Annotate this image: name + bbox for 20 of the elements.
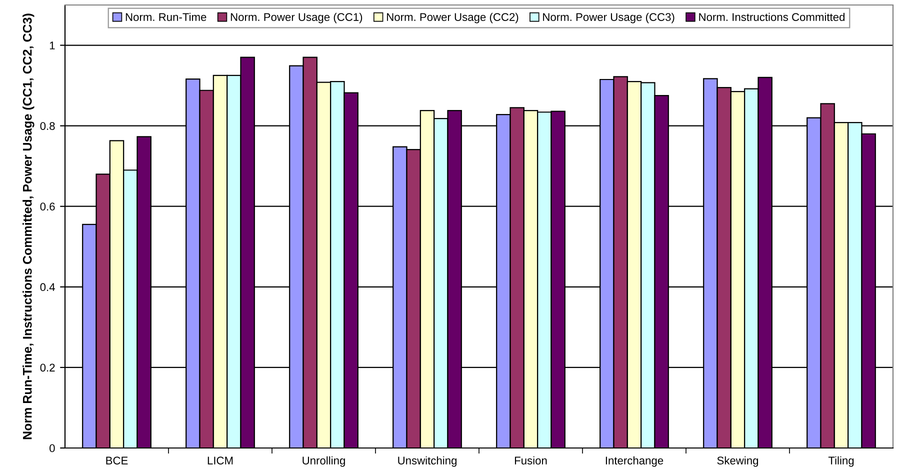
x-tick-label: Interchange <box>606 456 664 467</box>
y-tick-label: 1 <box>50 42 55 50</box>
legend-label: Norm. Instructions Committed <box>699 12 844 21</box>
x-tick-label: Tiling <box>828 456 854 467</box>
legend-label: Norm. Run-Time <box>126 12 206 21</box>
x-tick-label: Unrolling <box>302 456 345 467</box>
y-tick-label: 0.4 <box>40 283 55 292</box>
y-tick-label: 0.2 <box>40 364 55 372</box>
y-tick-label: 0 <box>50 444 55 452</box>
x-tick-label: BCE <box>106 456 128 464</box>
x-tick-label: Fusion <box>514 456 547 464</box>
y-tick-label: 0.8 <box>40 122 55 130</box>
y-axis-title: Norm Run-Time, Instructions Committed, Power Usage (CC1, CC2, CC3) <box>22 14 34 440</box>
legend-label: Norm. Power Usage (CC2) <box>387 12 518 24</box>
y-tick-label: 0.6 <box>40 202 55 210</box>
x-tick-label: Skewing <box>717 456 758 467</box>
x-tick-label: LICM <box>208 456 233 464</box>
legend-label: Norm. Power Usage (CC1) <box>230 12 362 24</box>
legend-label: Norm. Power Usage (CC3) <box>543 12 674 24</box>
x-tick-label: Unswitching <box>398 456 456 467</box>
